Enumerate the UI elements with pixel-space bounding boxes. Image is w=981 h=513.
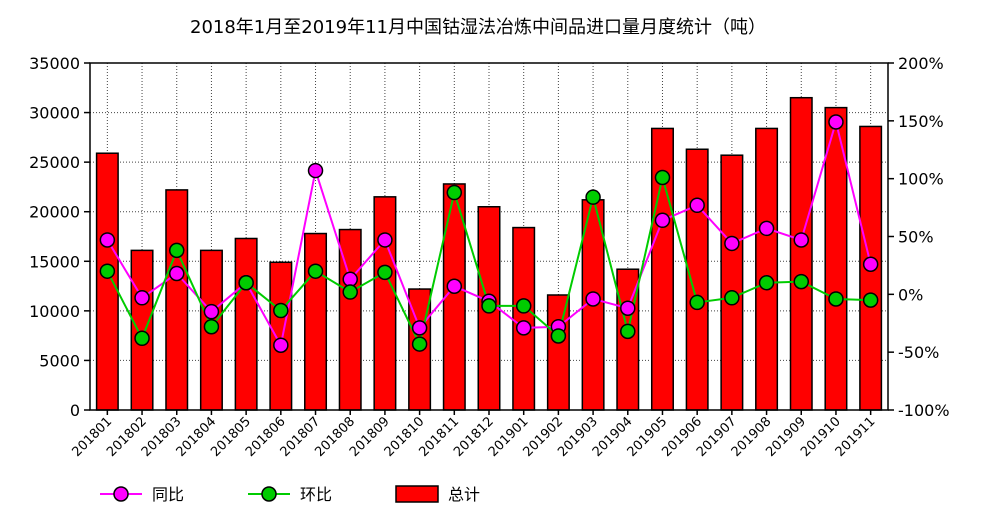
- point: [203, 303, 220, 320]
- y-left-tick-label: 30000: [29, 104, 80, 123]
- y-right-tick-label: 100%: [898, 170, 944, 189]
- bar-series: [95, 96, 883, 411]
- point: [758, 220, 775, 237]
- point: [550, 328, 567, 344]
- point: [585, 291, 601, 307]
- bar: [755, 127, 779, 411]
- bar: [95, 152, 119, 411]
- point: [481, 298, 497, 314]
- legend-label: 总计: [448, 485, 480, 504]
- point: [99, 263, 116, 279]
- point: [793, 232, 810, 248]
- legend-marker: [113, 486, 129, 502]
- point: [307, 162, 324, 179]
- point: [515, 298, 532, 314]
- chart-title: 2018年1月至2019年11月中国钴湿法冶炼中间品进口量月度统计（吨）: [190, 17, 766, 38]
- point: [342, 284, 358, 300]
- bar: [165, 189, 189, 411]
- point: [828, 114, 844, 130]
- point: [307, 263, 324, 279]
- point: [377, 264, 393, 281]
- point: [862, 256, 879, 273]
- y-right-tick-label: -50%: [898, 343, 939, 362]
- point: [724, 235, 740, 252]
- y-left-tick-label: 35000: [29, 54, 80, 73]
- point: [203, 318, 220, 335]
- point: [654, 212, 671, 229]
- point: [793, 273, 810, 290]
- y-right-tick-label: -100%: [898, 401, 950, 420]
- point: [99, 232, 116, 248]
- point: [238, 275, 254, 291]
- point: [620, 323, 636, 340]
- bar: [512, 226, 536, 411]
- point: [446, 184, 463, 201]
- legend-swatch: [395, 485, 439, 503]
- y-left-tick-label: 15000: [29, 252, 80, 271]
- legend-label: 环比: [300, 485, 332, 504]
- point: [689, 294, 705, 311]
- bar: [373, 196, 397, 411]
- legend-label: 同比: [152, 485, 184, 504]
- y-right-tick-label: 200%: [898, 54, 944, 73]
- point: [377, 232, 393, 248]
- bar: [789, 96, 813, 411]
- point: [828, 291, 844, 307]
- point: [862, 292, 879, 308]
- y-left-tick-label: 5000: [39, 351, 80, 370]
- y-left-tick-label: 0: [70, 401, 80, 420]
- bar: [304, 232, 328, 411]
- point: [411, 336, 428, 352]
- point: [134, 330, 150, 347]
- point: [654, 169, 671, 186]
- point: [585, 189, 601, 205]
- point: [515, 320, 532, 336]
- bar: [234, 237, 258, 411]
- y-left-tick-label: 25000: [29, 153, 80, 172]
- bar: [130, 249, 154, 411]
- y-right-tick-label: 50%: [898, 228, 934, 247]
- legend: 同比 环比 总计: [100, 485, 480, 504]
- bar: [546, 294, 570, 411]
- line-series: [99, 114, 879, 353]
- bar: [685, 148, 709, 411]
- point: [273, 337, 289, 353]
- y-left-tick-label: 10000: [29, 302, 80, 321]
- point: [758, 275, 775, 291]
- y-right-tick-label: 0%: [898, 285, 923, 304]
- y-left-tick-label: 20000: [29, 203, 80, 222]
- y-right-tick-label: 150%: [898, 112, 944, 131]
- point: [342, 271, 358, 288]
- point: [689, 197, 705, 214]
- point: [273, 302, 289, 319]
- bar: [269, 261, 293, 411]
- point: [724, 290, 740, 306]
- point: [446, 278, 463, 294]
- point: [168, 265, 185, 282]
- point: [411, 320, 428, 336]
- point: [134, 290, 150, 306]
- point: [620, 300, 636, 316]
- point: [168, 242, 185, 259]
- bar: [720, 154, 744, 411]
- legend-marker: [261, 486, 277, 502]
